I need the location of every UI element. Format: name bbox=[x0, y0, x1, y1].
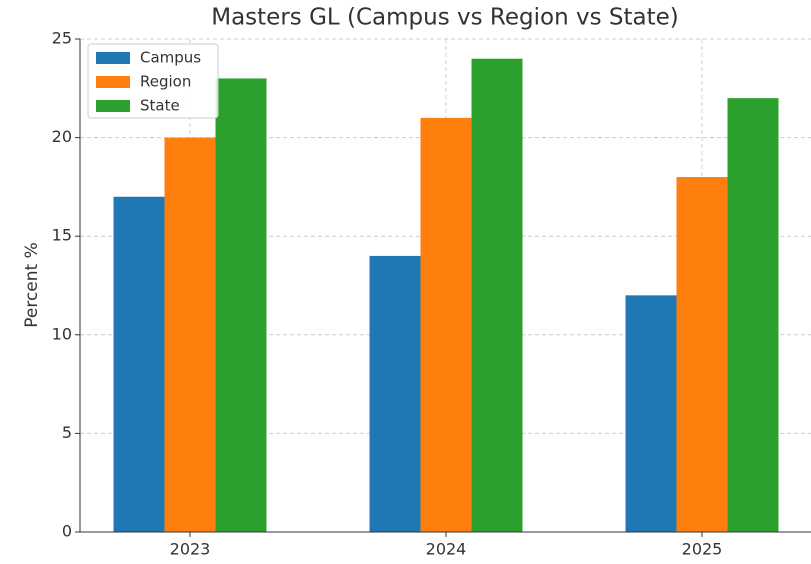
y-tick-label: 5 bbox=[62, 423, 72, 442]
bar bbox=[164, 137, 216, 532]
bar bbox=[369, 255, 421, 533]
legend-swatch bbox=[96, 100, 130, 112]
bar bbox=[113, 196, 165, 532]
y-tick-label: 10 bbox=[52, 324, 72, 343]
bar bbox=[676, 177, 728, 533]
legend-label: Region bbox=[140, 73, 191, 91]
x-tick-label: 2024 bbox=[426, 540, 467, 559]
legend-swatch bbox=[96, 52, 130, 64]
chart-title: Masters GL (Campus vs Region vs State) bbox=[211, 5, 679, 31]
legend-label: State bbox=[140, 97, 180, 115]
bar bbox=[420, 117, 472, 532]
y-tick-label: 15 bbox=[52, 226, 72, 245]
y-tick-label: 0 bbox=[62, 522, 72, 541]
y-tick-label: 25 bbox=[52, 29, 72, 48]
legend-label: Campus bbox=[140, 49, 201, 67]
x-tick-label: 2025 bbox=[682, 540, 723, 559]
bar bbox=[215, 78, 267, 532]
legend-swatch bbox=[96, 76, 130, 88]
bar bbox=[727, 98, 779, 532]
bar bbox=[471, 58, 523, 532]
bar bbox=[625, 295, 677, 532]
y-axis-label: Percent % bbox=[22, 242, 42, 328]
y-tick-label: 20 bbox=[52, 127, 72, 146]
x-tick-label: 2023 bbox=[170, 540, 211, 559]
